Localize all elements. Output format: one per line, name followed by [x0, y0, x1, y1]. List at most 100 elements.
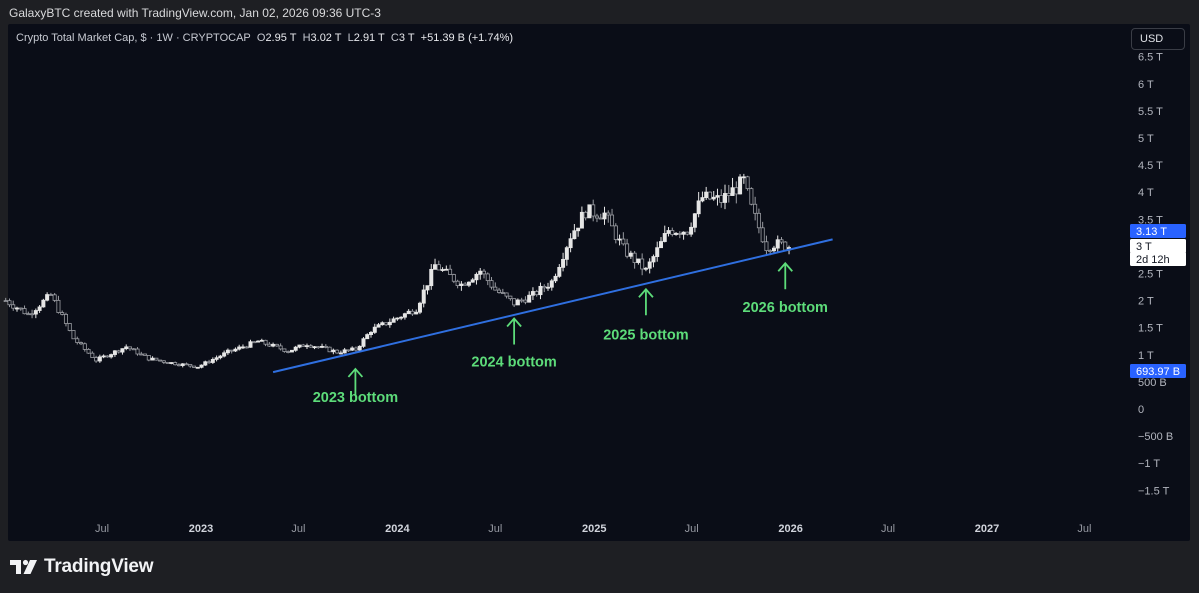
candle[interactable]: [557, 264, 562, 278]
candle[interactable]: [320, 343, 325, 349]
candle[interactable]: [572, 224, 577, 240]
candle[interactable]: [674, 232, 679, 236]
candle[interactable]: [150, 356, 155, 361]
candle[interactable]: [640, 253, 645, 276]
candle[interactable]: [561, 252, 566, 272]
candle[interactable]: [681, 231, 686, 240]
candle[interactable]: [214, 355, 219, 362]
candle[interactable]: [75, 336, 80, 345]
candle[interactable]: [293, 345, 298, 352]
candle[interactable]: [63, 312, 68, 327]
candle[interactable]: [677, 231, 682, 239]
candle[interactable]: [267, 342, 272, 347]
candle[interactable]: [225, 348, 230, 355]
candle[interactable]: [610, 208, 615, 227]
candle[interactable]: [515, 298, 520, 306]
candle[interactable]: [143, 353, 148, 356]
candle[interactable]: [124, 344, 129, 351]
candle[interactable]: [489, 277, 494, 290]
candle[interactable]: [203, 360, 208, 366]
candle[interactable]: [342, 347, 347, 354]
candle[interactable]: [530, 287, 535, 300]
tradingview-brand[interactable]: TradingView: [10, 556, 154, 578]
candle[interactable]: [297, 344, 302, 349]
candle[interactable]: [48, 292, 53, 296]
candle[interactable]: [353, 346, 358, 352]
candle[interactable]: [406, 309, 411, 315]
candle[interactable]: [658, 237, 663, 249]
candle[interactable]: [399, 316, 404, 321]
candle[interactable]: [666, 226, 671, 237]
candle[interactable]: [730, 177, 735, 196]
candle[interactable]: [161, 360, 166, 365]
candle[interactable]: [429, 264, 434, 290]
candle[interactable]: [508, 295, 513, 301]
candle[interactable]: [448, 264, 453, 275]
bottom-annotation[interactable]: 2023 bottom: [313, 367, 398, 406]
candle[interactable]: [165, 361, 170, 364]
candle[interactable]: [734, 181, 739, 204]
candle[interactable]: [56, 295, 61, 314]
candle[interactable]: [719, 189, 724, 208]
candle[interactable]: [628, 250, 633, 259]
candle[interactable]: [497, 287, 502, 294]
candle[interactable]: [625, 238, 630, 259]
candle[interactable]: [237, 344, 242, 351]
candle[interactable]: [361, 337, 366, 348]
candle[interactable]: [90, 351, 95, 358]
candle[interactable]: [696, 191, 701, 218]
candle[interactable]: [30, 309, 35, 319]
candle[interactable]: [546, 282, 551, 291]
candle[interactable]: [700, 191, 705, 203]
candle[interactable]: [749, 187, 754, 206]
candle[interactable]: [647, 258, 652, 274]
candle[interactable]: [323, 344, 328, 349]
candle[interactable]: [692, 213, 697, 233]
candle[interactable]: [180, 363, 185, 368]
candle[interactable]: [195, 366, 200, 369]
candle[interactable]: [534, 289, 539, 297]
candle[interactable]: [41, 298, 46, 308]
candle[interactable]: [410, 309, 415, 316]
candle[interactable]: [304, 343, 309, 349]
chart-panel[interactable]: [8, 24, 1190, 541]
candle[interactable]: [372, 323, 377, 334]
candle[interactable]: [86, 348, 91, 354]
candle[interactable]: [726, 184, 731, 203]
candle[interactable]: [463, 282, 468, 286]
candle[interactable]: [22, 305, 27, 315]
candle[interactable]: [71, 330, 76, 340]
candle[interactable]: [316, 346, 321, 349]
candle[interactable]: [689, 222, 694, 237]
candle[interactable]: [632, 250, 637, 269]
candle[interactable]: [440, 267, 445, 272]
candle[interactable]: [598, 213, 603, 220]
candle[interactable]: [350, 346, 355, 351]
candle[interactable]: [97, 354, 102, 363]
candle[interactable]: [263, 339, 268, 347]
candle[interactable]: [613, 223, 618, 244]
candle[interactable]: [591, 199, 596, 222]
candle[interactable]: [779, 237, 784, 245]
candle[interactable]: [380, 321, 385, 326]
candle[interactable]: [79, 341, 84, 346]
candle[interactable]: [3, 297, 8, 303]
candle[interactable]: [643, 266, 648, 272]
candle[interactable]: [154, 357, 159, 361]
candle[interactable]: [470, 277, 475, 283]
candle[interactable]: [576, 227, 581, 237]
candle[interactable]: [308, 344, 313, 348]
candle[interactable]: [523, 296, 528, 305]
candle[interactable]: [602, 206, 607, 225]
candle[interactable]: [244, 345, 249, 349]
candle[interactable]: [583, 210, 588, 221]
candle[interactable]: [481, 268, 486, 279]
candle[interactable]: [459, 281, 464, 291]
candle[interactable]: [369, 331, 374, 338]
candle[interactable]: [387, 318, 392, 328]
candle[interactable]: [421, 284, 426, 308]
candle[interactable]: [568, 233, 573, 253]
candle[interactable]: [146, 354, 151, 362]
candle[interactable]: [542, 284, 547, 293]
candle[interactable]: [173, 361, 178, 366]
